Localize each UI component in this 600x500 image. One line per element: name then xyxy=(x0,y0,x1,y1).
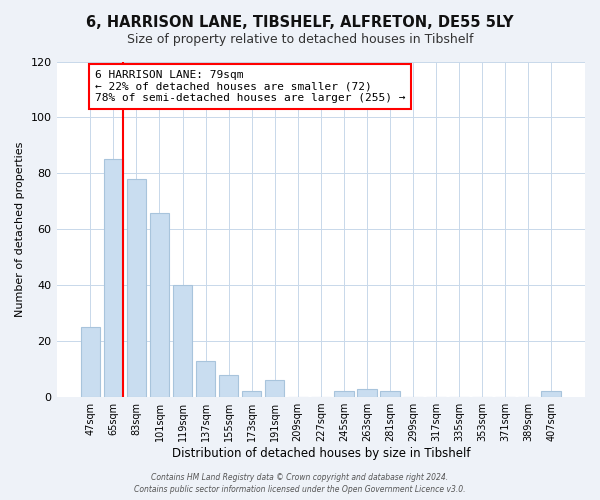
Bar xyxy=(104,160,123,397)
Bar xyxy=(357,388,377,397)
Text: Size of property relative to detached houses in Tibshelf: Size of property relative to detached ho… xyxy=(127,32,473,46)
Y-axis label: Number of detached properties: Number of detached properties xyxy=(15,142,25,317)
Bar xyxy=(196,360,215,397)
Bar xyxy=(149,212,169,397)
Bar xyxy=(242,392,262,397)
Bar xyxy=(334,392,353,397)
Text: 6 HARRISON LANE: 79sqm
← 22% of detached houses are smaller (72)
78% of semi-det: 6 HARRISON LANE: 79sqm ← 22% of detached… xyxy=(95,70,405,103)
Bar xyxy=(80,327,100,397)
Bar xyxy=(380,392,400,397)
Bar xyxy=(127,179,146,397)
Text: Contains HM Land Registry data © Crown copyright and database right 2024.
Contai: Contains HM Land Registry data © Crown c… xyxy=(134,473,466,494)
Bar xyxy=(541,392,561,397)
Bar xyxy=(265,380,284,397)
X-axis label: Distribution of detached houses by size in Tibshelf: Distribution of detached houses by size … xyxy=(172,447,470,460)
Bar xyxy=(219,374,238,397)
Text: 6, HARRISON LANE, TIBSHELF, ALFRETON, DE55 5LY: 6, HARRISON LANE, TIBSHELF, ALFRETON, DE… xyxy=(86,15,514,30)
Bar xyxy=(173,285,193,397)
